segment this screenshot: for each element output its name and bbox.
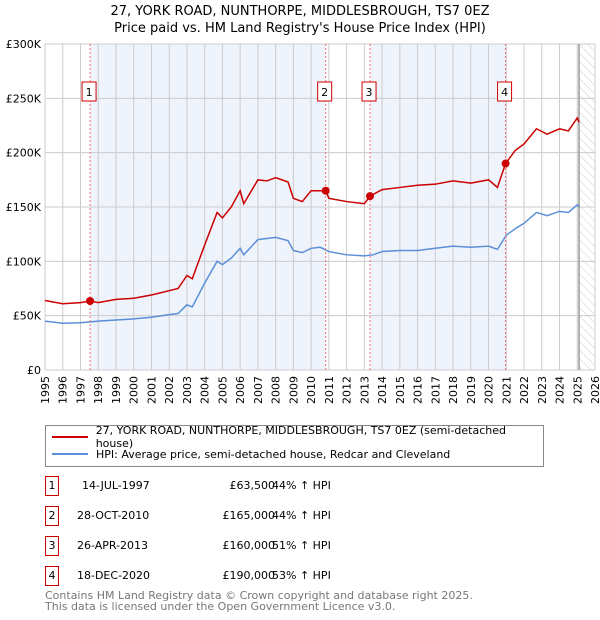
x-tick-label: 2020: [483, 376, 496, 404]
y-tick-label: £150K: [6, 201, 42, 214]
x-tick-label: 2026: [589, 376, 600, 404]
legend-swatch-blue: [52, 453, 88, 455]
x-tick-label: 2009: [287, 376, 300, 404]
x-tick-label: 2012: [341, 376, 354, 404]
x-tick-label: 2017: [429, 376, 442, 404]
x-tick-label: 2001: [145, 376, 158, 404]
x-tick-label: 2014: [376, 376, 389, 404]
x-tick-label: 2005: [216, 376, 229, 404]
legend-label: HPI: Average price, semi-detached house,…: [96, 447, 451, 461]
table-row: 2 28-OCT-2010 £165,000 44% ↑ HPI: [45, 506, 445, 526]
sale-marker-badge: 4: [45, 566, 59, 586]
sale-point: [501, 159, 510, 168]
sale-point: [321, 186, 330, 195]
sale-price: £165,000: [222, 509, 276, 522]
x-tick-label: 2025: [571, 376, 584, 404]
x-tick-label: 1997: [74, 376, 87, 404]
x-tick-label: 2003: [181, 376, 194, 404]
x-tick-label: 2023: [536, 376, 549, 404]
sale-marker-label: 2: [321, 86, 328, 99]
table-row: 1 14-JUL-1997 £63,500 44% ↑ HPI: [45, 476, 445, 496]
hpi-change: 51% ↑ HPI: [272, 539, 331, 552]
chart-legend: 27, YORK ROAD, NUNTHORPE, MIDDLESBROUGH,…: [45, 424, 544, 467]
x-tick-label: 2022: [518, 376, 531, 404]
hpi-change: 44% ↑ HPI: [272, 479, 331, 492]
x-tick-label: 1998: [92, 376, 105, 404]
y-tick-label: £50K: [13, 310, 42, 323]
chart-title: 27, YORK ROAD, NUNTHORPE, MIDDLESBROUGH,…: [110, 4, 490, 19]
sale-marker-badge: 3: [45, 536, 59, 556]
legend-swatch-red: [52, 436, 88, 438]
sale-marker-box: [497, 81, 513, 102]
x-tick-label: 2010: [305, 376, 318, 404]
x-tick-label: 2019: [465, 376, 478, 404]
y-tick-label: £0: [27, 364, 41, 377]
table-row: 3 26-APR-2013 £160,000 51% ↑ HPI: [45, 536, 445, 556]
x-tick-label: 2015: [394, 376, 407, 404]
sale-date: 28-OCT-2010: [77, 509, 150, 522]
y-tick-label: £300K: [6, 38, 42, 51]
x-tick-label: 1996: [57, 376, 70, 404]
sale-date: 18-DEC-2020: [77, 569, 151, 582]
sale-marker-label: 3: [366, 86, 373, 99]
table-row: 4 18-DEC-2020 £190,000 53% ↑ HPI: [45, 566, 445, 586]
sale-price: £190,000: [222, 569, 276, 582]
footer: Contains HM Land Registry data © Crown c…: [45, 590, 473, 612]
sale-point: [366, 192, 375, 201]
x-tick-label: 2002: [163, 376, 176, 404]
sale-price: £160,000: [222, 539, 276, 552]
sale-marker-box: [81, 81, 97, 102]
sale-marker-box: [361, 81, 377, 102]
legend-item-property: 27, YORK ROAD, NUNTHORPE, MIDDLESBROUGH,…: [52, 424, 543, 450]
x-tick-label: 2018: [447, 376, 460, 404]
footer-line-1: Contains HM Land Registry data © Crown c…: [45, 589, 473, 602]
chart-subtitle: Price paid vs. HM Land Registry's House …: [114, 21, 486, 36]
x-tick-label: 2013: [358, 376, 371, 404]
x-tick-label: 2008: [270, 376, 283, 404]
hpi-line: [44, 203, 580, 325]
x-tick-label: 1999: [110, 376, 123, 404]
sale-point: [86, 296, 95, 305]
y-tick-label: £100K: [6, 255, 42, 268]
x-tick-label: 2016: [412, 376, 425, 404]
legend-item-hpi: HPI: Average price, semi-detached house,…: [52, 446, 450, 462]
footer-line-2: This data is licensed under the Open Gov…: [45, 600, 396, 613]
legend-label: 27, YORK ROAD, NUNTHORPE, MIDDLESBROUGH,…: [95, 424, 506, 450]
sale-price: £63,500: [229, 479, 276, 492]
x-tick-label: 2006: [234, 376, 247, 404]
sale-marker-label: 4: [501, 86, 508, 99]
sale-date: 14-JUL-1997: [82, 479, 150, 492]
x-tick-label: 2000: [128, 376, 141, 404]
x-tick-label: 2011: [323, 376, 336, 404]
sale-marker-badge: 2: [45, 506, 59, 526]
x-tick-label: 2007: [252, 376, 265, 404]
hpi-change: 44% ↑ HPI: [272, 509, 331, 522]
y-tick-label: £250K: [6, 92, 42, 105]
y-tick-label: £200K: [6, 147, 42, 160]
price-chart: 1995 1996 1997 1998 1999 2000 2001 2002 2003 2004…: [6, 38, 600, 404]
sale-marker-box: [317, 81, 333, 102]
x-tick-label: 2021: [500, 376, 513, 404]
sale-marker-label: 1: [86, 86, 93, 99]
x-tick-label: 2004: [199, 376, 212, 404]
x-tick-label: 1995: [39, 376, 52, 404]
hpi-change: 53% ↑ HPI: [272, 569, 331, 582]
x-tick-label: 2024: [554, 376, 567, 404]
sale-date: 26-APR-2013: [77, 539, 149, 552]
sale-marker-badge: 1: [45, 476, 59, 496]
